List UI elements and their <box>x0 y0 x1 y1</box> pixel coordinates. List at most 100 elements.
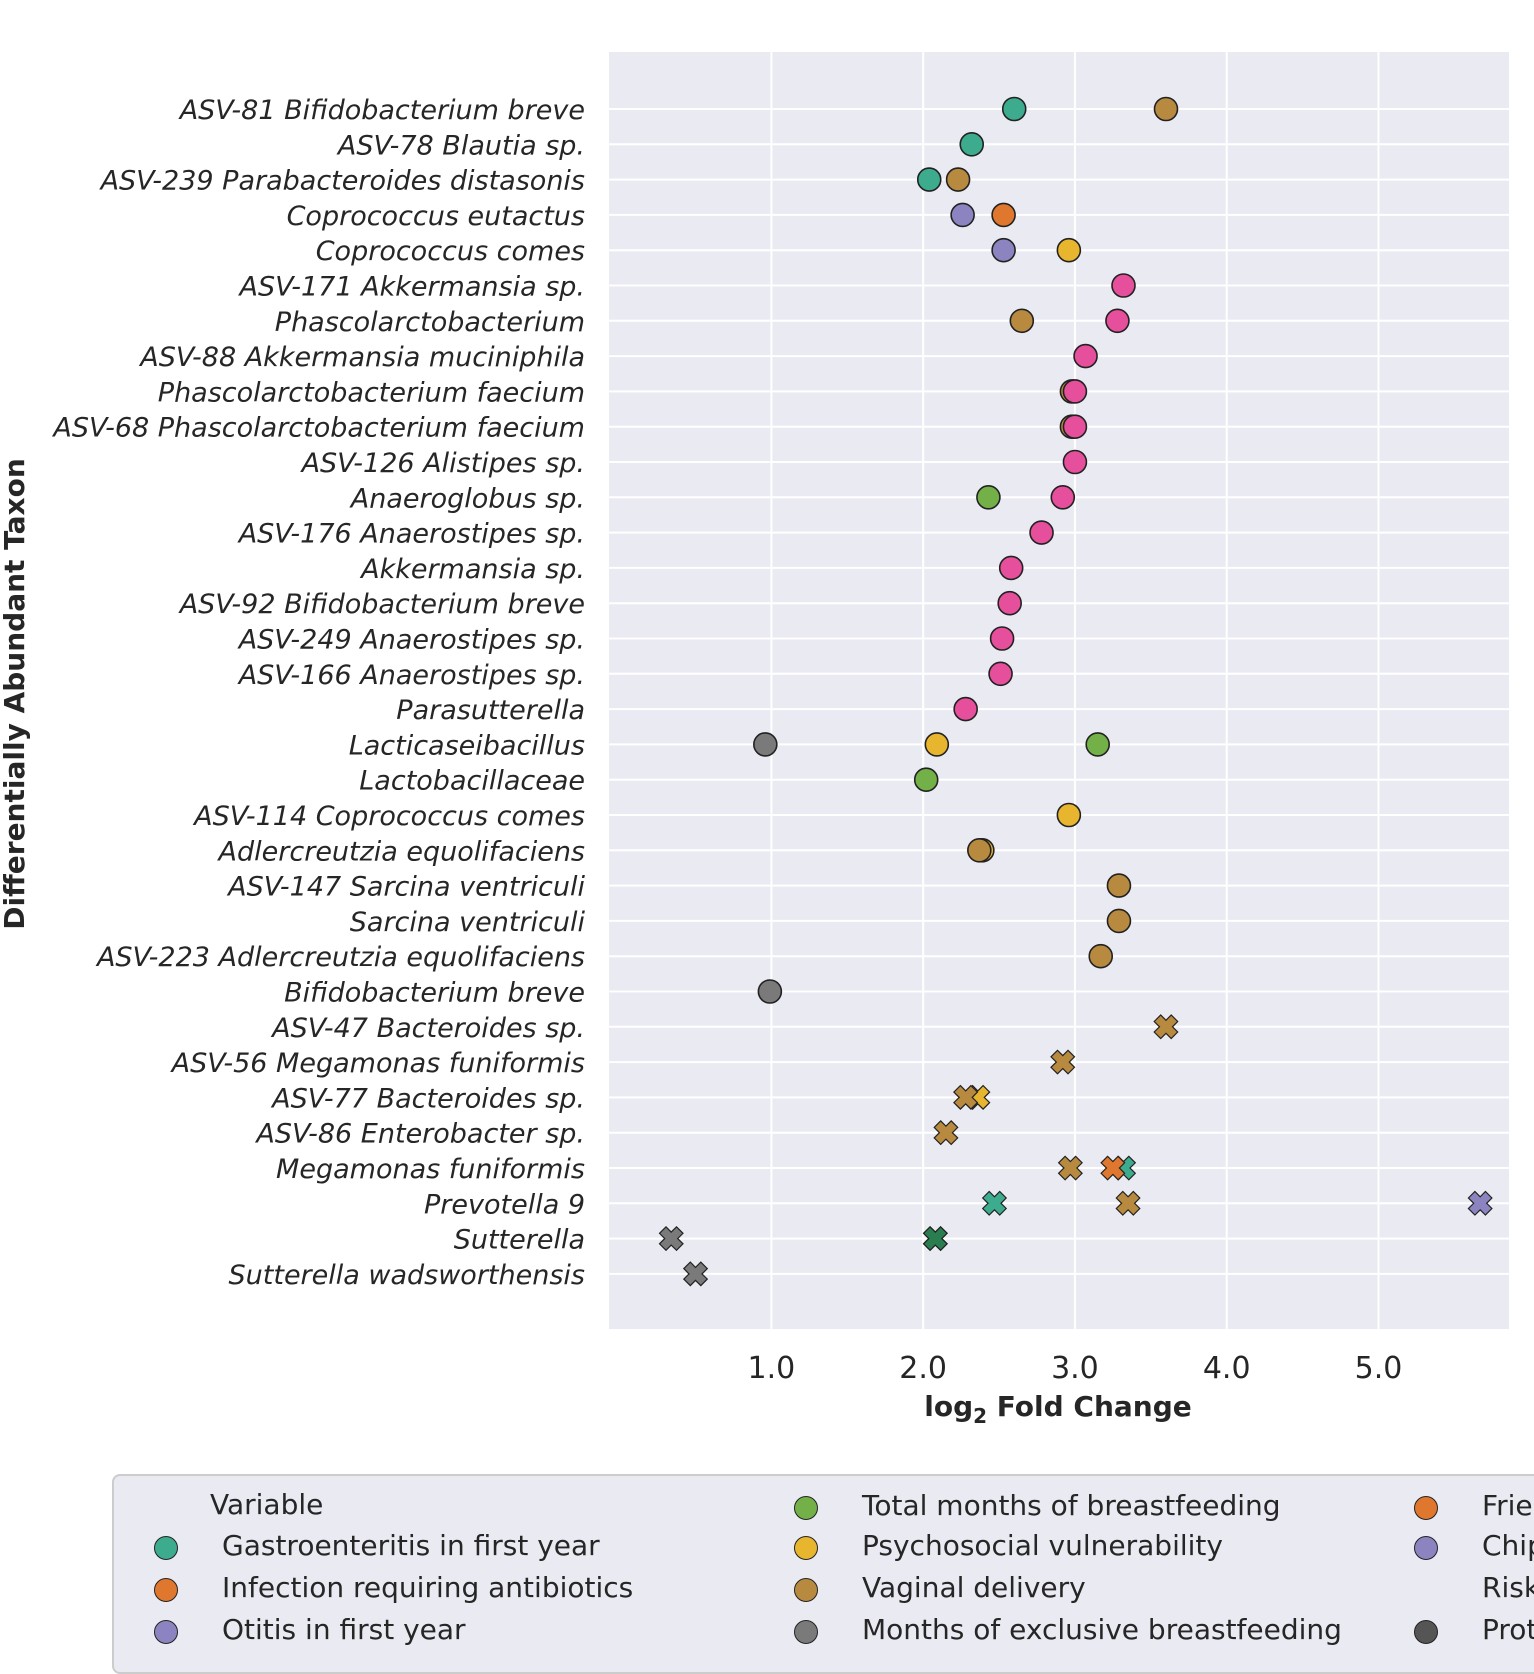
data-point <box>1029 520 1054 545</box>
legend: Variable Gastroenteritis in first year In… <box>112 1474 1534 1674</box>
y-tick-label: ASV-171 Akkermansia sp. <box>238 272 586 303</box>
y-tick-label: Akkermansia sp. <box>359 554 585 585</box>
data-points <box>658 96 1493 1287</box>
data-point-x <box>1057 1155 1083 1181</box>
data-point <box>913 767 939 793</box>
legend-marker <box>154 1578 178 1602</box>
x-tick-label: 3.0 <box>1051 1351 1099 1386</box>
y-tick-label: ASV-92 Bifidobacterium breve <box>178 589 585 620</box>
data-point-x <box>1153 1014 1179 1040</box>
y-tick-label: Coprococcus comes <box>316 236 585 267</box>
legend-label: Risk <box>1482 1571 1534 1604</box>
legend-marker <box>1414 1496 1438 1520</box>
y-tick-labels: ASV-81 Bifidobacterium breve ASV-78 Blaut… <box>51 95 585 1291</box>
data-point <box>1056 237 1082 263</box>
data-point <box>1056 802 1082 828</box>
y-tick-label: Bifidobacterium breve <box>284 978 585 1009</box>
x-tick-label: 1.0 <box>748 1351 796 1386</box>
x-tick-label: 4.0 <box>1203 1351 1251 1386</box>
data-point <box>1153 96 1179 122</box>
legend-marker <box>1414 1578 1438 1602</box>
data-point <box>991 237 1016 263</box>
y-tick-label: Anaeroglobus sp. <box>349 483 585 514</box>
data-point <box>1085 732 1111 757</box>
data-point <box>953 696 978 722</box>
y-axis-label: Differentially Abundant Taxon <box>0 458 31 930</box>
data-point <box>997 590 1022 616</box>
data-point-x <box>682 1261 709 1287</box>
data-point <box>989 626 1015 651</box>
y-tick-label: ASV-78 Blautia sp. <box>336 130 585 161</box>
y-tick-label: ASV-166 Anaerostipes sp. <box>237 660 585 691</box>
legend-label: Chip <box>1482 1529 1534 1562</box>
plot-background <box>609 52 1509 1329</box>
legend-label: Fries <box>1482 1489 1534 1522</box>
y-tick-label: ASV-114 Coprococcus comes <box>192 801 585 832</box>
data-point-x <box>953 1084 979 1110</box>
legend-label: Psychosocial vulnerability <box>862 1529 1223 1562</box>
x-tick-label: 5.0 <box>1355 1351 1403 1386</box>
y-tick-label: ASV-126 Alistipes sp. <box>300 448 585 479</box>
x-tick-label: 2.0 <box>899 1351 947 1386</box>
y-tick-label: ASV-147 Sarcina ventriculi <box>226 872 585 903</box>
data-point <box>1088 943 1114 969</box>
y-tick-label: Adlercreutzia equolifaciens <box>217 836 585 867</box>
legend-marker <box>1414 1620 1438 1644</box>
data-point <box>1073 343 1098 369</box>
y-tick-label: ASV-176 Anaerostipes sp. <box>237 519 585 550</box>
legend-marker <box>794 1536 818 1560</box>
legend-label: Infection requiring antibiotics <box>222 1571 634 1604</box>
data-point-x <box>1115 1190 1141 1216</box>
data-point-x <box>1467 1190 1493 1216</box>
y-tick-label: Sutterella wadsworthensis <box>229 1260 585 1291</box>
y-tick-label: Prevotella 9 <box>424 1189 585 1220</box>
data-point <box>757 979 783 1004</box>
data-point <box>967 837 992 863</box>
data-point-x <box>922 1225 948 1252</box>
data-point-x <box>981 1190 1008 1216</box>
y-tick-label: ASV-68 Phascolarctobacterium faecium <box>51 413 585 444</box>
y-tick-label: Phascolarctobacterium faecium <box>158 377 585 408</box>
y-tick-label: ASV-86 Enterobacter sp. <box>254 1119 585 1150</box>
data-point <box>988 661 1013 687</box>
legend-marker <box>794 1496 818 1520</box>
y-tick-label: Megamonas funiformis <box>276 1154 585 1185</box>
y-tick-label: Lactobacillaceae <box>359 766 585 797</box>
y-tick-label: Phascolarctobacterium <box>275 307 585 338</box>
data-point <box>1050 484 1076 510</box>
data-point-x <box>658 1225 684 1252</box>
legend-label: Prote <box>1482 1613 1534 1646</box>
y-tick-label: ASV-223 Adlercreutzia equolifaciens <box>95 942 585 973</box>
legend-label: Months of exclusive breastfeeding <box>862 1613 1342 1646</box>
legend-marker <box>794 1620 818 1644</box>
data-point <box>1009 308 1035 334</box>
plot-area <box>609 52 1509 1329</box>
x-tick-labels: 1.0 2.0 3.0 4.0 5.0 <box>748 1351 1403 1386</box>
legend-marker <box>794 1578 818 1602</box>
data-point-x <box>1050 1049 1076 1075</box>
data-point <box>1062 379 1088 404</box>
y-tick-label: Parasutterella <box>396 695 585 726</box>
legend-label: Vaginal delivery <box>862 1571 1086 1604</box>
y-tick-label: Coprococcus eutactus <box>287 201 585 232</box>
y-tick-label: ASV-77 Bacteroides sp. <box>270 1083 585 1114</box>
data-point <box>916 167 942 192</box>
legend-label: Gastroenteritis in first year <box>222 1529 600 1562</box>
data-point <box>1062 414 1088 440</box>
legend-label: Total months of breastfeeding <box>862 1489 1281 1522</box>
data-point <box>1106 873 1132 898</box>
legend-marker <box>1414 1536 1438 1560</box>
legend-marker <box>154 1620 178 1644</box>
data-point <box>991 202 1016 228</box>
legend-marker <box>154 1536 178 1560</box>
y-tick-label: Sarcina ventriculi <box>350 907 586 938</box>
y-tick-label: ASV-239 Parabacteroides distasonis <box>99 166 585 197</box>
y-tick-label: ASV-249 Anaerostipes sp. <box>237 625 585 656</box>
legend-label: Otitis in first year <box>222 1613 466 1646</box>
data-point <box>1001 96 1027 122</box>
y-tick-label: ASV-56 Megamonas funiformis <box>170 1048 585 1079</box>
data-point-x <box>1100 1155 1126 1181</box>
legend-title: Variable <box>210 1488 324 1521</box>
data-point <box>753 732 778 757</box>
